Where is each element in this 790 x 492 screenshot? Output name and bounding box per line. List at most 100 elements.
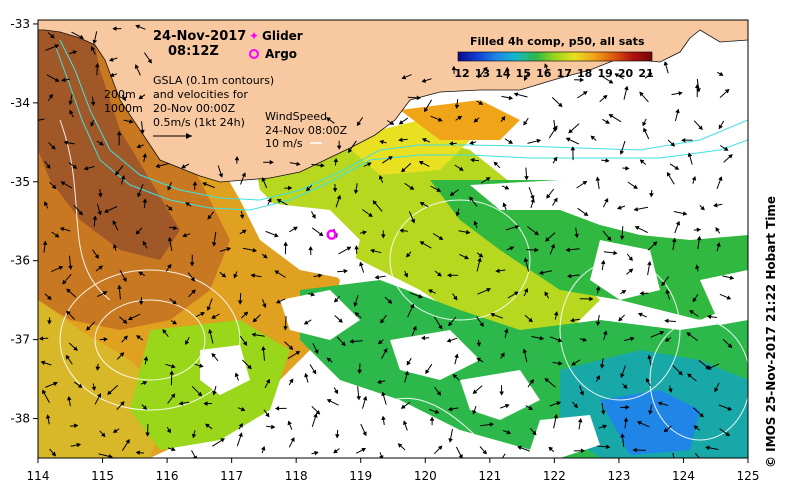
- velocity-arrowhead: [313, 413, 318, 418]
- velocity-arrowhead: [166, 428, 171, 434]
- velocity-arrowhead: [274, 270, 280, 275]
- velocity-arrowhead: [664, 337, 670, 342]
- colorbar-tick-label: 15: [516, 67, 531, 80]
- velocity-arrowhead: [370, 248, 375, 254]
- velocity-arrowhead: [353, 189, 359, 195]
- argo-legend-marker: [249, 49, 259, 59]
- velocity-arrowhead: [429, 416, 435, 421]
- velocity-arrowhead: [478, 100, 484, 105]
- velocity-arrowhead: [681, 137, 686, 143]
- velocity-arrowhead: [595, 176, 601, 181]
- velocity-arrowhead: [410, 303, 415, 309]
- velocity-arrowhead: [580, 448, 586, 454]
- velocity-arrowhead: [275, 299, 281, 304]
- velocity-arrowhead: [332, 188, 338, 193]
- colorbar-tick-label: 16: [536, 67, 552, 80]
- velocity-arrowhead: [42, 389, 47, 395]
- velocity-arrowhead: [305, 186, 311, 192]
- velocity-arrowhead: [639, 91, 644, 97]
- y-tick-label: -36: [10, 254, 30, 268]
- velocity-arrowhead: [718, 71, 724, 76]
- velocity-arrowhead: [502, 202, 507, 208]
- velocity-arrowhead: [608, 114, 614, 119]
- velocity-arrowhead: [45, 414, 51, 419]
- velocity-arrowhead: [125, 439, 130, 444]
- velocity-arrowhead: [263, 254, 268, 259]
- velocity-arrowhead: [241, 229, 247, 234]
- velocity-arrowhead: [617, 205, 622, 210]
- velocity-arrowhead: [418, 294, 423, 299]
- velocity-arrowhead: [608, 79, 614, 84]
- velocity-arrowhead: [628, 256, 633, 262]
- velocity-arrowhead: [94, 254, 99, 259]
- y-axis: -33 -34 -35 -36 -37 -38: [10, 17, 38, 426]
- velocity-arrowhead: [338, 318, 343, 323]
- velocity-arrowhead: [571, 361, 576, 366]
- header-date: 24-Nov-2017: [153, 29, 246, 44]
- velocity-arrowhead: [142, 153, 147, 158]
- velocity-arrowhead: [388, 156, 393, 161]
- velocity-arrowhead: [689, 309, 694, 315]
- velocity-arrowhead: [485, 177, 491, 182]
- glider-legend-label: Glider: [262, 29, 303, 43]
- velocity-arrowhead: [570, 317, 575, 323]
- plot-area: [38, 20, 748, 458]
- colorbar: [457, 51, 653, 62]
- velocity-arrowhead: [536, 138, 542, 144]
- velocity-arrowhead: [530, 198, 535, 203]
- velocity-arrowhead: [117, 284, 122, 290]
- y-tick-label: -33: [10, 17, 30, 31]
- velocity-arrowhead: [630, 336, 635, 342]
- velocity-arrowhead: [495, 268, 500, 274]
- velocity-arrowhead: [181, 164, 186, 169]
- velocity-arrowhead: [633, 184, 638, 189]
- velocity-arrowhead: [522, 348, 528, 354]
- velocity-arrowhead: [192, 181, 198, 186]
- velocity-arrowhead: [404, 370, 409, 376]
- velocity-arrowhead: [634, 225, 640, 231]
- velocity-arrowhead: [308, 245, 313, 251]
- velocity-arrowhead: [101, 432, 106, 438]
- velocity-arrowhead: [295, 351, 301, 356]
- velocity-arrowhead: [238, 423, 243, 428]
- velocity-arrowhead: [112, 428, 118, 433]
- velocity-arrowhead: [582, 91, 588, 96]
- velocity-arrowhead: [142, 198, 148, 203]
- velocity-arrowhead: [167, 236, 173, 242]
- velocity-arrowhead: [534, 247, 539, 253]
- velocity-arrowhead: [504, 185, 510, 190]
- velocity-arrowhead: [628, 268, 634, 273]
- velocity-arrowhead: [508, 139, 513, 144]
- gsla-contours: [59, 119, 748, 441]
- velocity-arrowhead: [523, 257, 529, 263]
- velocity-arrowhead: [400, 404, 406, 409]
- velocity-arrowhead: [170, 393, 176, 399]
- velocity-arrowhead: [136, 335, 141, 340]
- velocity-arrowhead: [349, 339, 354, 344]
- velocity-arrowhead: [38, 336, 44, 341]
- velocity-arrowhead: [446, 273, 452, 278]
- velocity-arrowhead: [77, 383, 83, 388]
- velocity-arrowhead: [523, 120, 528, 126]
- velocity-arrowhead: [79, 34, 84, 39]
- depth-1000-label: 1000m: [104, 102, 143, 115]
- velocity-arrowhead: [647, 354, 652, 360]
- velocity-arrowhead: [73, 346, 78, 351]
- y-tick-label: -38: [10, 412, 30, 426]
- velocity-arrowhead: [191, 433, 197, 439]
- velocity-arrowhead: [514, 291, 519, 296]
- velocity-arrowhead: [343, 268, 348, 274]
- velocity-arrowhead: [714, 387, 719, 393]
- velocity-arrowhead: [623, 417, 629, 422]
- velocity-arrowhead: [565, 247, 570, 253]
- velocity-arrow: [501, 453, 506, 458]
- velocity-arrowhead: [663, 427, 669, 433]
- velocity-arrowhead: [103, 337, 108, 342]
- velocity-arrowhead: [583, 211, 589, 216]
- velocity-arrowhead: [48, 93, 53, 99]
- velocity-arrowhead: [614, 73, 620, 78]
- velocity-arrowhead: [67, 395, 72, 401]
- velocity-arrowhead: [602, 424, 608, 429]
- velocity-arrowhead: [446, 338, 452, 343]
- velocity-arrowhead: [90, 101, 96, 107]
